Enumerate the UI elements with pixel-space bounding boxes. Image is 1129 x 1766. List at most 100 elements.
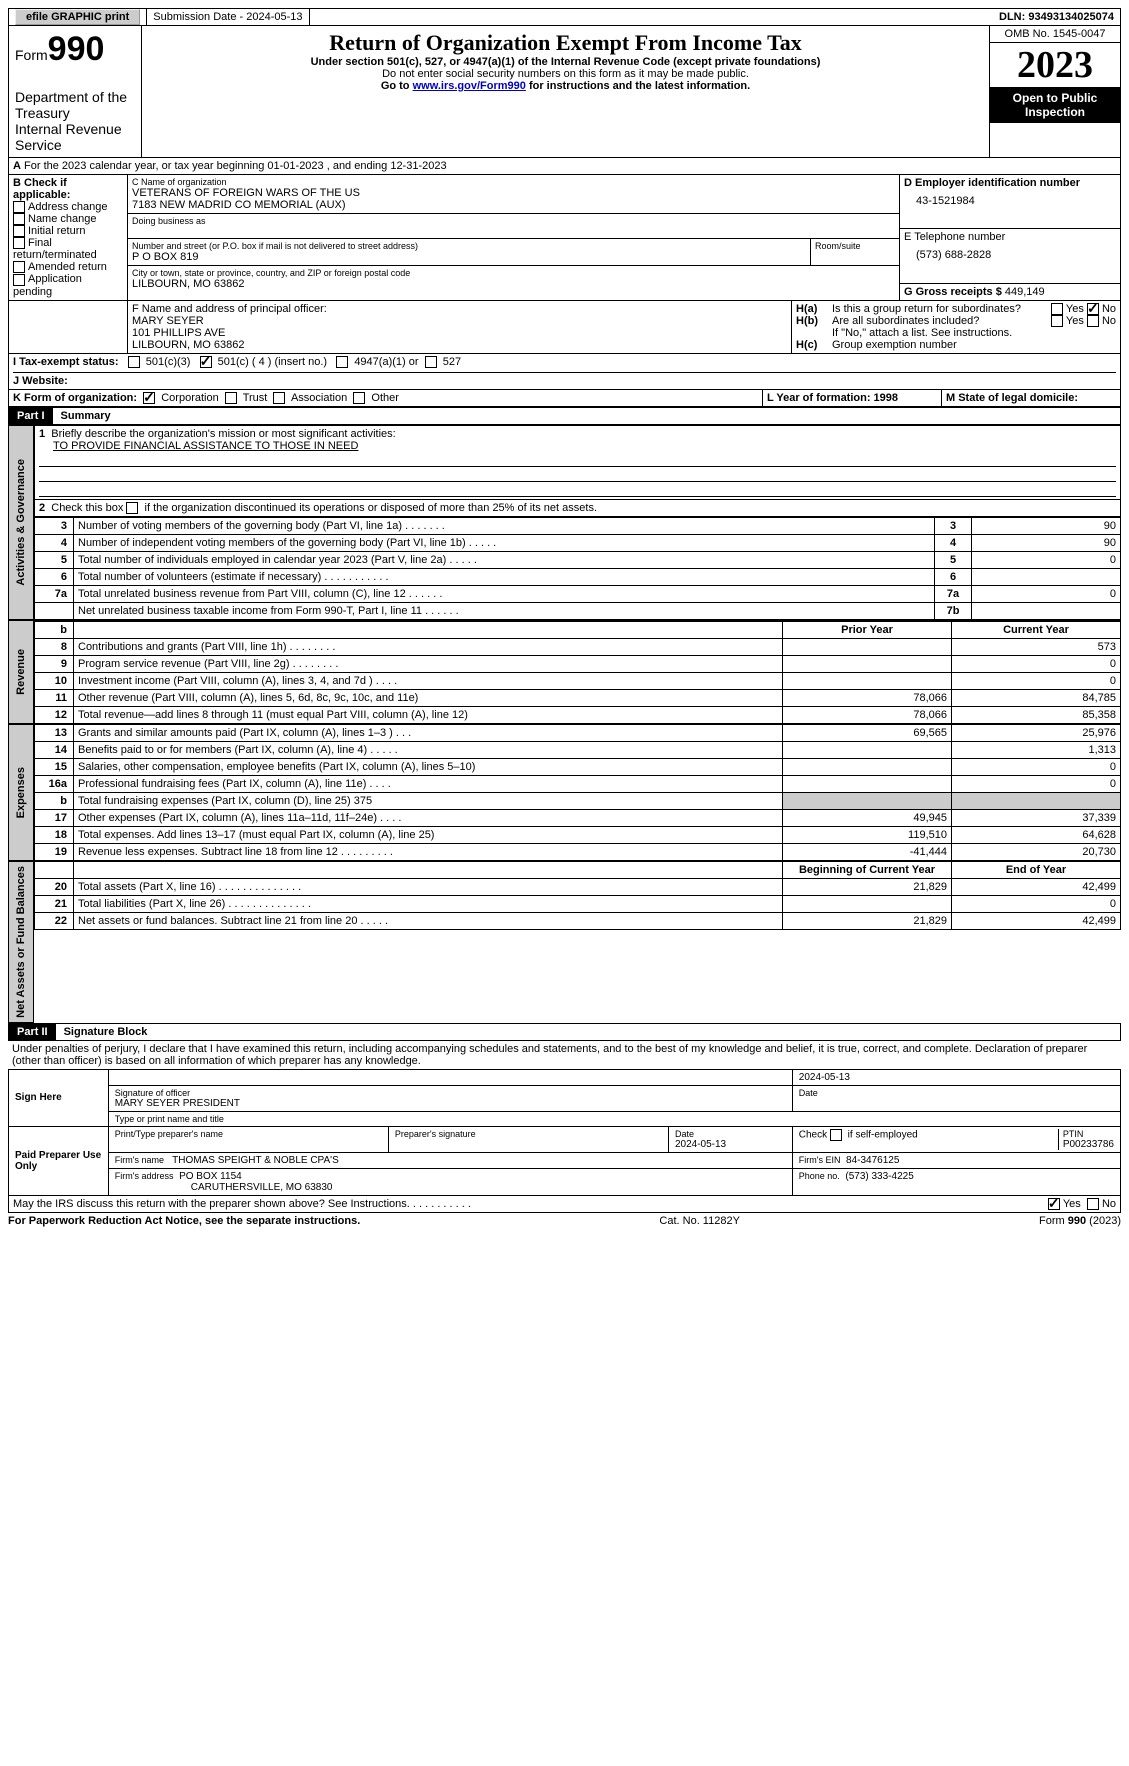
hb-label: Are all subordinates included? [832, 315, 1051, 327]
ha-no[interactable] [1087, 303, 1099, 315]
street-value: P O BOX 819 [132, 251, 806, 263]
check-trust[interactable] [225, 392, 237, 404]
part2-header: Part II [9, 1024, 56, 1040]
ha-yes[interactable] [1051, 303, 1063, 315]
hc-label: Group exemption number [832, 339, 957, 351]
ha-prefix: H(a) [796, 303, 817, 315]
box-b-checkboxes: B Check if applicable: Address change Na… [9, 175, 128, 300]
firm-addr2: CARUTHERSVILLE, MO 63830 [191, 1182, 333, 1193]
line1-label: Briefly describe the organization's miss… [51, 428, 395, 440]
box-e-label: E Telephone number [904, 231, 1116, 243]
sig-officer-label: Signature of officer [115, 1088, 786, 1098]
gross-receipts: 449,149 [1005, 286, 1045, 298]
box-j: J Website: [13, 372, 1116, 387]
check-4947[interactable] [336, 356, 348, 368]
firm-phone: (573) 333-4225 [845, 1171, 913, 1182]
part1-header: Part I [9, 408, 53, 424]
discuss-no[interactable] [1087, 1198, 1099, 1210]
top-bar: efile GRAPHIC print Submission Date - 20… [8, 8, 1121, 26]
side-governance: Activities & Governance [13, 455, 29, 590]
goto-prefix: Go to [381, 80, 413, 92]
officer-addr1: 101 PHILLIPS AVE [132, 327, 787, 339]
check-501c[interactable] [200, 356, 212, 368]
dept-irs: Internal Revenue Service [15, 121, 135, 153]
part1-title: Summary [53, 408, 119, 424]
hc-prefix: H(c) [796, 339, 817, 351]
cat-no: Cat. No. 11282Y [659, 1215, 740, 1227]
netassets-table: Beginning of Current YearEnd of Year 20T… [34, 861, 1121, 930]
phone-value: (573) 688-2828 [904, 243, 1116, 261]
city-value: LILBOURN, MO 63862 [132, 278, 895, 290]
form-number: 990 [48, 30, 105, 68]
line-a-tax-year: A For the 2023 calendar year, or tax yea… [8, 158, 1121, 175]
date-label: Date [799, 1088, 1114, 1098]
check-other[interactable] [353, 392, 365, 404]
form-title: Return of Organization Exempt From Incom… [148, 30, 983, 56]
check-initial-return[interactable] [13, 225, 25, 237]
box-d-label: D Employer identification number [904, 177, 1116, 189]
submission-date: Submission Date - 2024-05-13 [147, 9, 309, 25]
omb-number: OMB No. 1545-0047 [990, 26, 1120, 43]
org-name-2: 7183 NEW MADRID CO MEMORIAL (AUX) [132, 199, 895, 211]
check-address-change[interactable] [13, 201, 25, 213]
governance-table: 3Number of voting members of the governi… [34, 517, 1121, 620]
signature-table: Sign Here 2024-05-13 Signature of office… [8, 1069, 1121, 1196]
check-discontinued[interactable] [126, 502, 138, 514]
officer-sig-name: MARY SEYER PRESIDENT [115, 1098, 786, 1109]
ha-label: Is this a group return for subordinates? [832, 303, 1051, 315]
box-l: L Year of formation: 1998 [762, 390, 941, 406]
hb-yes[interactable] [1051, 315, 1063, 327]
declaration-text: Under penalties of perjury, I declare th… [8, 1041, 1121, 1069]
goto-link[interactable]: www.irs.gov/Form990 [413, 80, 526, 92]
tax-year: 2023 [990, 43, 1120, 87]
side-netassets: Net Assets or Fund Balances [13, 862, 29, 1022]
paperwork-notice: For Paperwork Reduction Act Notice, see … [8, 1215, 360, 1227]
box-m: M State of legal domicile: [941, 390, 1120, 406]
discuss-yes[interactable] [1048, 1198, 1060, 1210]
line1-num: 1 [39, 428, 45, 440]
dba-label: Doing business as [132, 216, 895, 226]
box-k: K Form of organization: Corporation Trus… [9, 390, 762, 406]
officer-name: MARY SEYER [132, 315, 787, 327]
side-revenue: Revenue [13, 645, 29, 699]
paid-preparer-label: Paid Preparer Use Only [9, 1126, 109, 1195]
type-name-label: Type or print name and title [115, 1114, 1114, 1124]
check-527[interactable] [425, 356, 437, 368]
goto-suffix: for instructions and the latest informat… [526, 80, 750, 92]
ssn-note: Do not enter social security numbers on … [148, 68, 983, 80]
box-g-label: G Gross receipts $ [904, 286, 1002, 298]
check-self-employed[interactable] [830, 1129, 842, 1141]
dept-treasury: Department of the Treasury [15, 89, 135, 121]
form-subtitle: Under section 501(c), 527, or 4947(a)(1)… [148, 56, 983, 68]
firm-ein: 84-3476125 [846, 1155, 899, 1166]
check-application-pending[interactable] [13, 274, 25, 286]
check-association[interactable] [273, 392, 285, 404]
check-amended-return[interactable] [13, 261, 25, 273]
check-name-change[interactable] [13, 213, 25, 225]
officer-addr2: LILBOURN, MO 63862 [132, 339, 787, 351]
check-501c3[interactable] [128, 356, 140, 368]
box-f-label: F Name and address of principal officer: [132, 303, 787, 315]
efile-print-button[interactable]: efile GRAPHIC print [15, 9, 140, 25]
part2-title: Signature Block [56, 1024, 156, 1040]
box-i: I Tax-exempt status: 501(c)(3) 501(c) ( … [13, 356, 1116, 368]
expenses-table: 13Grants and similar amounts paid (Part … [34, 724, 1121, 861]
revenue-table: b Prior Year Current Year 8Contributions… [34, 620, 1121, 724]
sign-here-label: Sign Here [9, 1069, 109, 1126]
box-c-name-label: C Name of organization [132, 177, 895, 187]
mission-text: TO PROVIDE FINANCIAL ASSISTANCE TO THOSE… [53, 440, 358, 452]
hb-note: If "No," attach a list. See instructions… [796, 327, 1116, 339]
ptin-value: P00233786 [1063, 1139, 1114, 1150]
side-expenses: Expenses [13, 763, 29, 822]
hb-no[interactable] [1087, 315, 1099, 327]
open-inspection: Open to Public Inspection [990, 87, 1120, 123]
dln: DLN: 93493134025074 [993, 9, 1120, 25]
form-label: Form [15, 47, 48, 63]
street-label: Number and street (or P.O. box if mail i… [132, 241, 806, 251]
firm-addr1: PO BOX 1154 [179, 1171, 242, 1182]
line2-label: Check this box if the organization disco… [51, 502, 597, 514]
may-irs-discuss: May the IRS discuss this return with the… [13, 1198, 1048, 1210]
room-label: Room/suite [815, 241, 895, 251]
check-final-return[interactable] [13, 237, 25, 249]
check-corporation[interactable] [143, 392, 155, 404]
